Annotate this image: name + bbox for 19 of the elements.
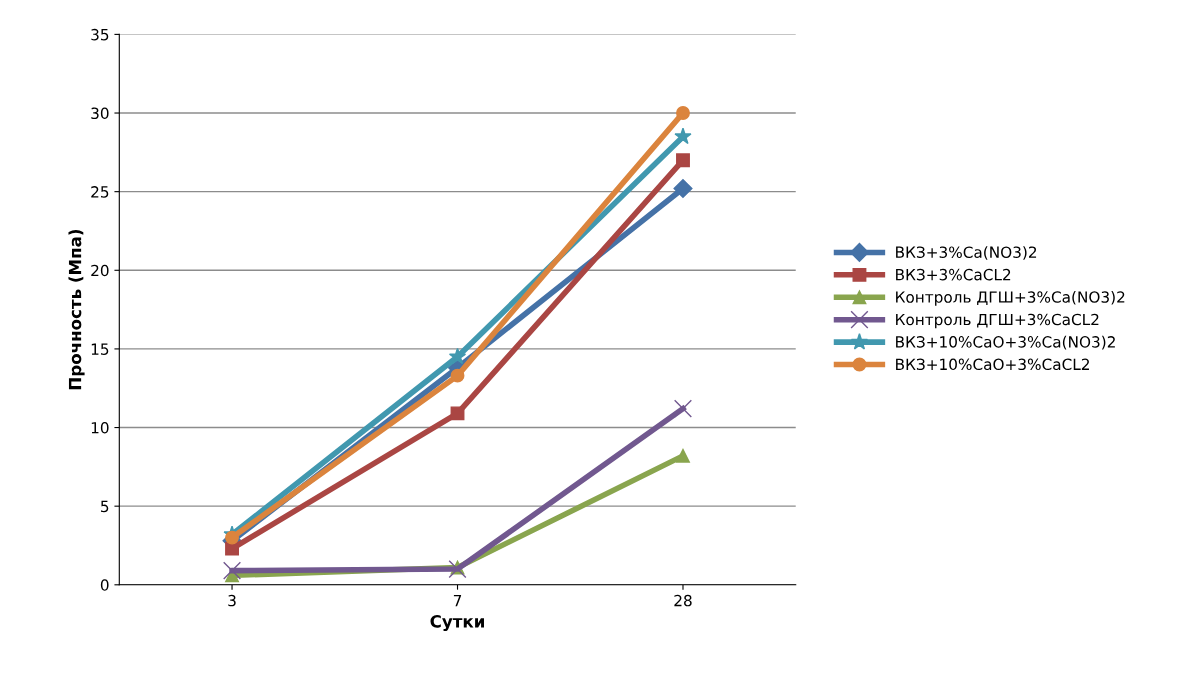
y-tick-label: 15 bbox=[91, 343, 109, 355]
y-axis-title: Прочность (Мпа) bbox=[68, 229, 85, 390]
legend-label: ВКЗ+10%CaO+3%Ca(NO3)2 bbox=[896, 335, 1115, 350]
x-axis-title: Сутки bbox=[430, 615, 484, 631]
y-tick-label: 10 bbox=[91, 422, 109, 434]
legend-label: ВКЗ+3%Ca(NO3)2 bbox=[896, 246, 1037, 260]
y-tick-label: 5 bbox=[101, 500, 109, 513]
x-tick-label: 7 bbox=[453, 594, 462, 607]
y-tick-label: 30 bbox=[91, 107, 109, 120]
legend-label: Контроль ДГШ+3%Ca(NO3)2 bbox=[896, 291, 1125, 306]
legend-label: ВКЗ+10%CaO+3%CaCL2 bbox=[896, 358, 1089, 371]
x-tick-label: 28 bbox=[674, 594, 692, 607]
legend-label: Контроль ДГШ+3%CaCL2 bbox=[896, 313, 1099, 329]
x-tick-label: 3 bbox=[228, 594, 236, 607]
y-tick-label: 25 bbox=[91, 186, 109, 198]
y-tick-label: 35 bbox=[91, 28, 109, 41]
legend-label: ВКЗ+3%CaCL2 bbox=[896, 268, 1011, 281]
y-tick-label: 20 bbox=[91, 264, 109, 277]
y-tick-label: 0 bbox=[100, 579, 109, 591]
